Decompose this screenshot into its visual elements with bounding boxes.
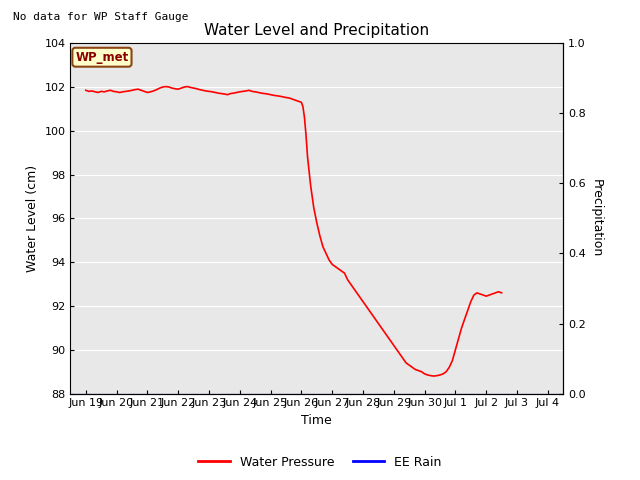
X-axis label: Time: Time (301, 414, 332, 427)
Y-axis label: Water Level (cm): Water Level (cm) (26, 165, 39, 272)
Title: Water Level and Precipitation: Water Level and Precipitation (204, 23, 429, 38)
Text: WP_met: WP_met (76, 51, 129, 64)
Legend: Water Pressure, EE Rain: Water Pressure, EE Rain (193, 451, 447, 474)
Text: No data for WP Staff Gauge: No data for WP Staff Gauge (13, 12, 188, 22)
Y-axis label: Precipitation: Precipitation (589, 179, 602, 258)
